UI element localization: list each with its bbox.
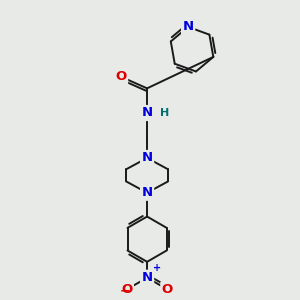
Text: O: O [116,70,127,83]
Text: O: O [162,283,173,296]
Text: N: N [142,271,153,284]
Text: H: H [160,108,169,118]
Text: N: N [142,106,153,119]
Text: N: N [183,20,194,33]
Text: N: N [142,186,153,199]
Text: O: O [121,283,132,296]
Text: +: + [154,263,162,273]
Text: N: N [142,152,153,164]
Text: −: − [119,285,130,298]
